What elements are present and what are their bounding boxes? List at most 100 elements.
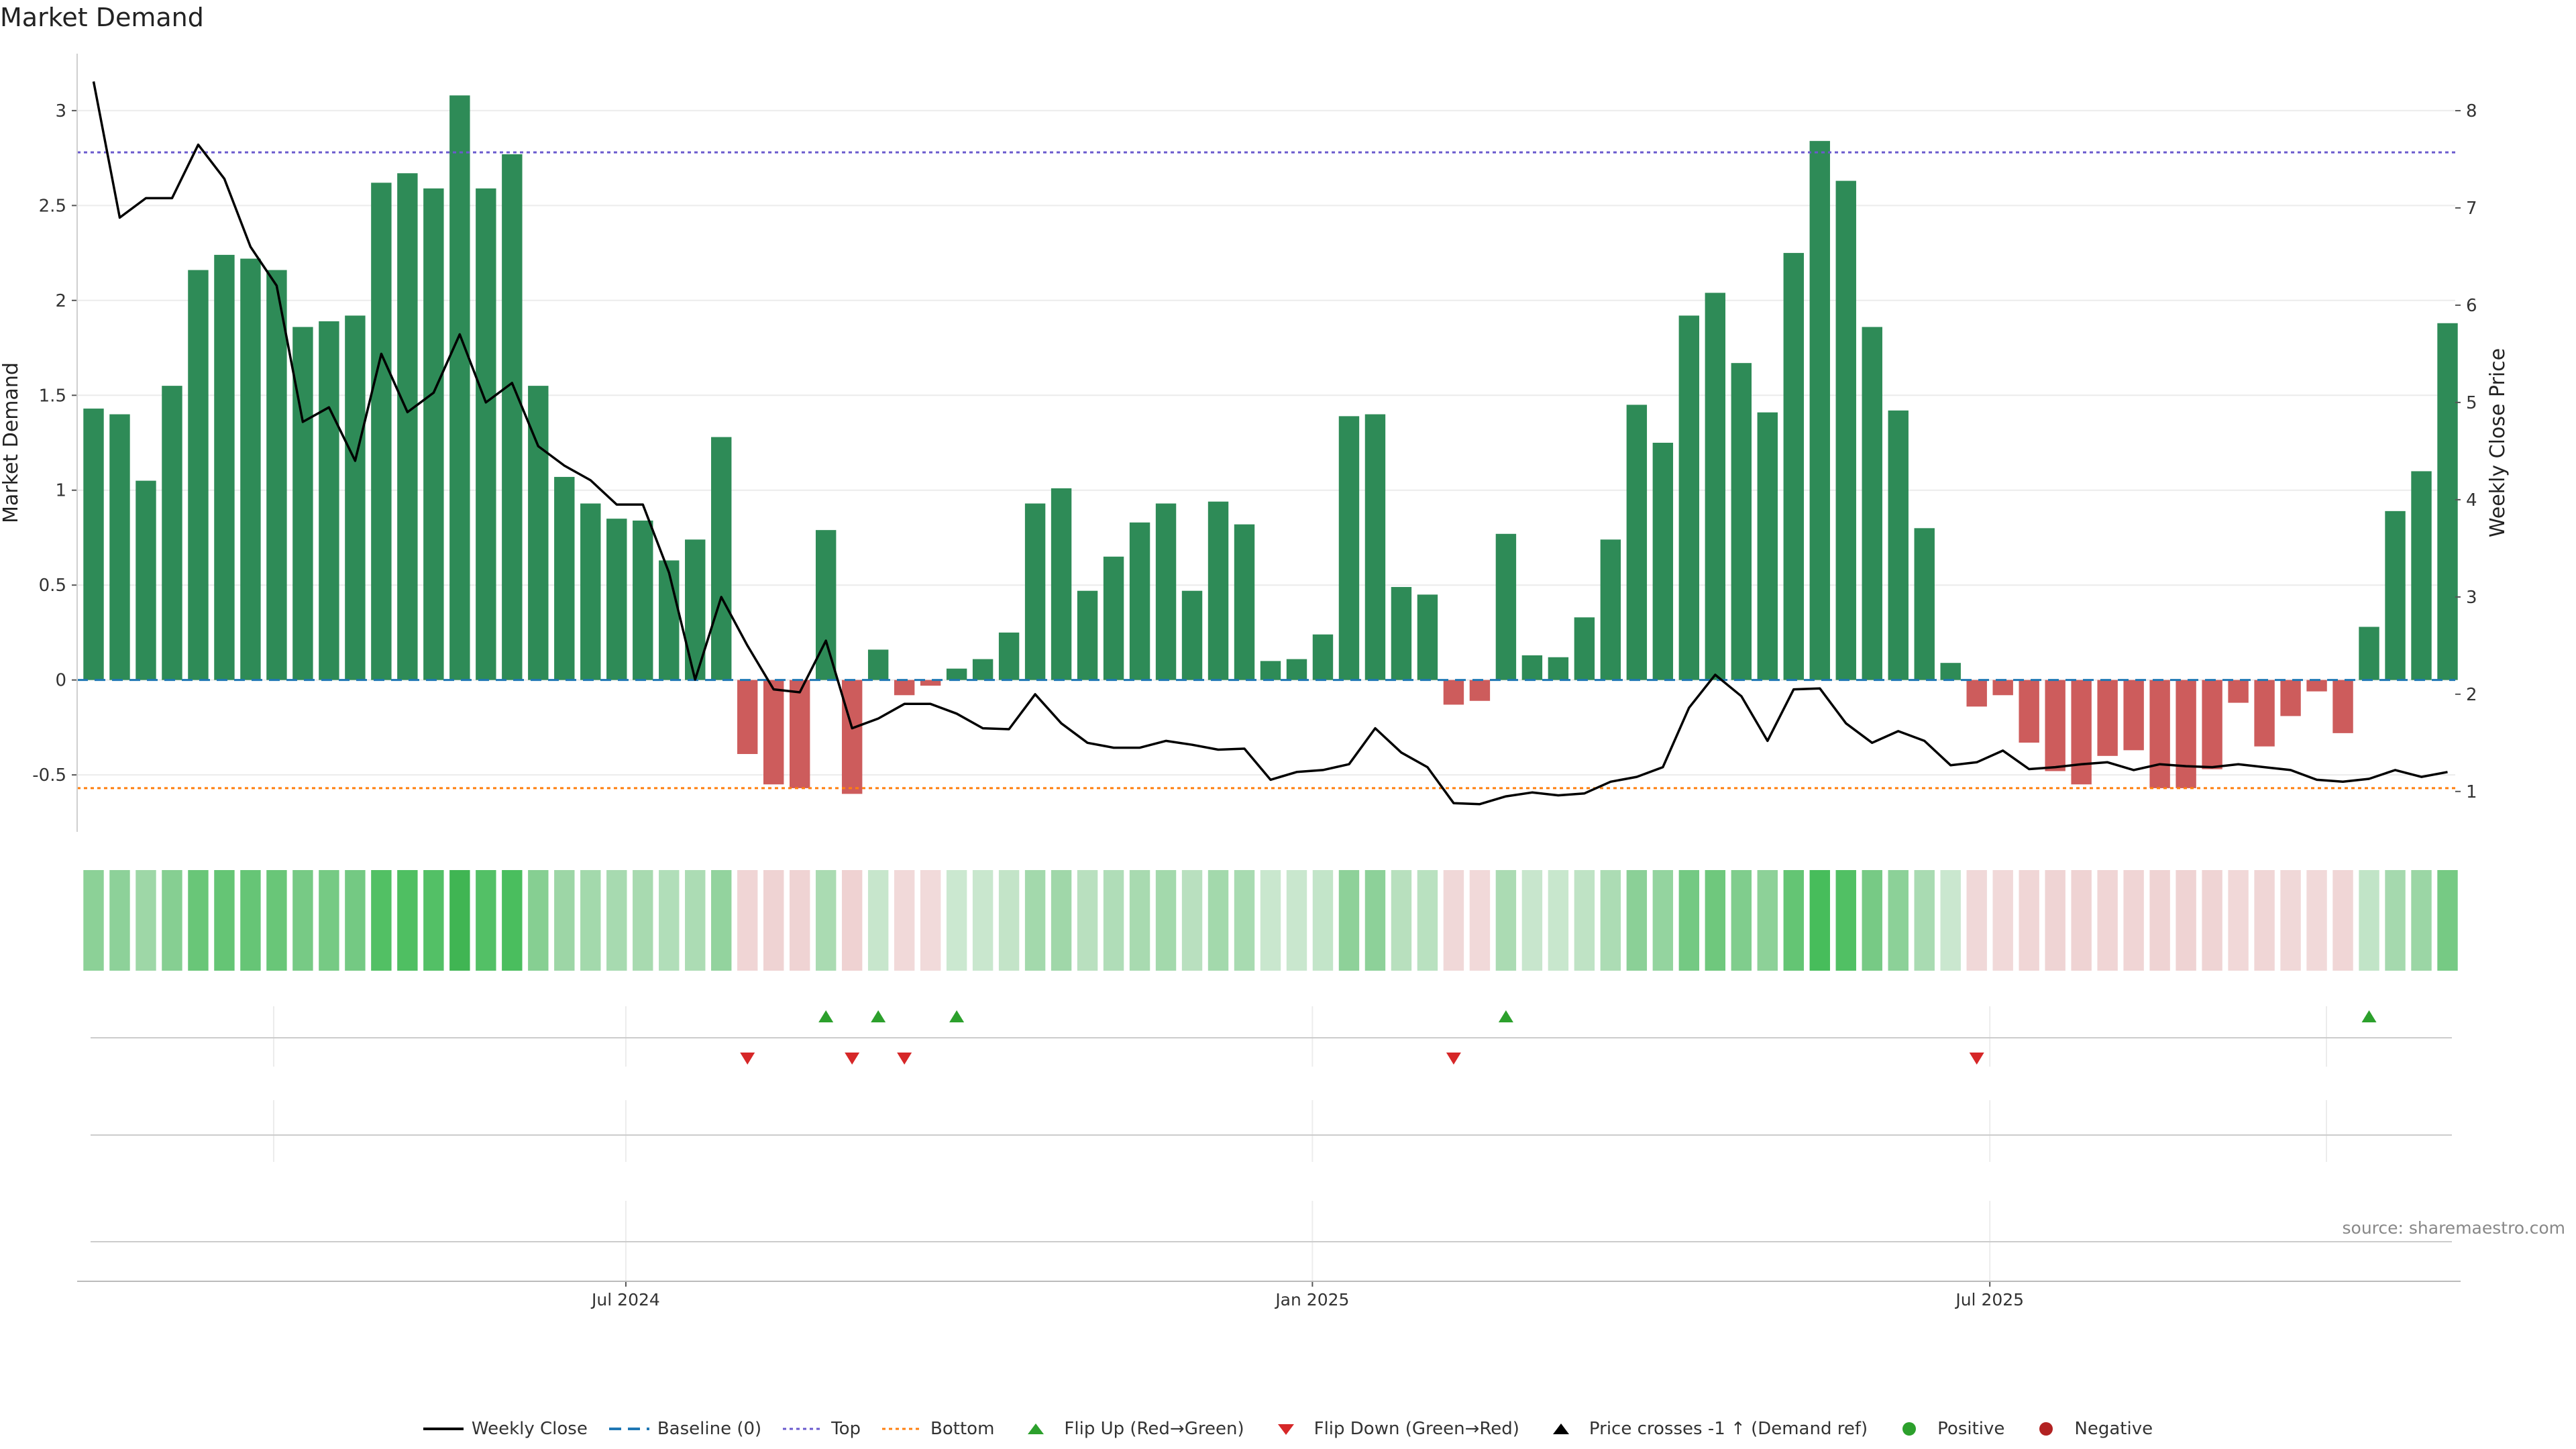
y-tick-label: 1.5 — [39, 386, 66, 406]
demand-bar — [502, 154, 523, 680]
demand-bar — [1783, 253, 1804, 680]
legend-item: Weekly Close — [423, 1419, 588, 1439]
flip-down-marker — [740, 1053, 755, 1065]
heatmap-cell — [240, 870, 261, 971]
heatmap-cell — [2045, 870, 2065, 971]
heatmap-cell — [2097, 870, 2118, 971]
demand-bar — [2123, 680, 2144, 751]
demand-bar — [1705, 292, 1726, 680]
demand-bar — [528, 386, 549, 680]
demand-bar — [2359, 627, 2379, 680]
demand-bar — [2411, 471, 2432, 680]
y2-tick-label: 3 — [2466, 588, 2477, 608]
legend-label: Negative — [2074, 1418, 2153, 1439]
flip-up-marker — [949, 1010, 965, 1022]
demand-bar — [1862, 327, 1882, 680]
heatmap-cell — [1992, 870, 2013, 971]
y2-tick-label: 1 — [2466, 782, 2477, 802]
heatmap-cell — [659, 870, 680, 971]
demand-bar — [476, 188, 496, 680]
heatmap-cell — [2254, 870, 2275, 971]
heatmap-cell — [2019, 870, 2039, 971]
heatmap-cell — [1495, 870, 1517, 971]
demand-bar — [1940, 663, 1961, 680]
demand-bar — [1260, 661, 1281, 680]
y-tick-label: 0.5 — [39, 576, 66, 596]
demand-bars — [83, 95, 2458, 794]
heatmap-cell — [554, 870, 575, 971]
heatmap-cell — [345, 870, 366, 971]
demand-bar — [659, 560, 680, 680]
legend-item: Price crosses -1 ↑ (Demand ref) — [1541, 1419, 1868, 1439]
demand-bar — [1521, 655, 1543, 680]
heatmap-cell — [1260, 870, 1281, 971]
heatmap-cell — [1940, 870, 1961, 971]
heatmap-cell — [1783, 870, 1804, 971]
y2-axis-label: Weekly Close Price — [2486, 348, 2510, 537]
demand-bar — [2228, 680, 2249, 703]
demand-bar — [1731, 363, 1752, 680]
demand-bar — [606, 519, 627, 680]
demand-bar — [1103, 556, 1124, 680]
heatmap-cell — [1417, 870, 1438, 971]
demand-bar — [580, 503, 601, 680]
heatmap-cell — [1286, 870, 1307, 971]
demand-bar — [162, 386, 182, 680]
demand-bar — [2202, 680, 2222, 769]
demand-bar — [1338, 416, 1360, 680]
demand-bar — [1652, 443, 1674, 680]
flip-markers — [740, 1010, 2377, 1065]
demand-bar — [1914, 528, 1935, 680]
demand-bar — [920, 680, 941, 686]
demand-bar — [998, 632, 1020, 680]
demand-bar — [1312, 634, 1334, 680]
price-line-group — [92, 81, 2448, 806]
demand-bar — [2149, 680, 2170, 788]
heatmap-cell — [319, 870, 339, 971]
demand-bar — [109, 414, 130, 680]
demand-bar — [894, 680, 915, 696]
heatmap-cell — [2202, 870, 2222, 971]
y-tick-label: -0.5 — [32, 765, 66, 786]
y2-tick-label: 6 — [2466, 296, 2477, 316]
demand-bar — [711, 437, 732, 680]
demand-bar — [345, 315, 366, 680]
heatmap-cell — [1338, 870, 1360, 971]
heatmap-cell — [2228, 870, 2249, 971]
y-tick-label: 2.5 — [39, 196, 66, 216]
heatmap-cell — [188, 870, 209, 971]
heatmap-cell — [1966, 870, 1987, 971]
demand-bar — [554, 476, 575, 680]
demand-bar — [1077, 590, 1098, 680]
y2-tick-label: 7 — [2466, 199, 2477, 219]
heatmap-cell — [2176, 870, 2196, 971]
demand-bar — [2071, 680, 2092, 785]
heatmap-cell — [1888, 870, 1909, 971]
reference-lines — [77, 151, 2455, 790]
demand-bar — [1600, 539, 1621, 680]
x-tick-label: Jul 2025 — [1954, 1290, 2024, 1309]
demand-bar — [1678, 315, 1700, 680]
heatmap-cell — [1574, 870, 1595, 971]
demand-bar — [633, 521, 653, 680]
demand-bar — [1469, 680, 1491, 701]
heatmap-cell — [502, 870, 523, 971]
demand-bar — [83, 409, 104, 680]
demand-bar — [2254, 680, 2275, 747]
y-axis-label: Market Demand — [0, 362, 23, 523]
flip-up-marker — [2361, 1010, 2377, 1022]
heatmap-cell — [867, 870, 889, 971]
heatmap-cell — [789, 870, 810, 971]
heatmap-cell — [266, 870, 287, 971]
heatmap-cell — [1652, 870, 1674, 971]
demand-bar — [1417, 594, 1438, 680]
y-tick-label: 2 — [55, 291, 66, 311]
flip-down-marker — [1969, 1053, 1984, 1065]
demand-bar — [763, 680, 784, 785]
heatmap-cell — [528, 870, 549, 971]
demand-bar — [319, 321, 339, 680]
heatmap-cell — [449, 870, 470, 971]
heatmap-cell — [292, 870, 313, 971]
demand-bar — [1234, 524, 1255, 680]
heatmap-cell — [946, 870, 967, 971]
